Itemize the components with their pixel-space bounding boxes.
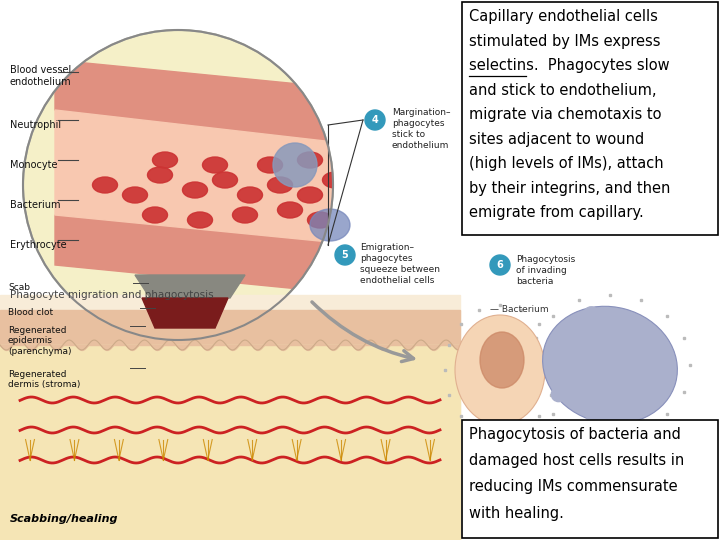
Text: Erythrocyte: Erythrocyte xyxy=(10,240,67,250)
Text: stimulated by IMs express: stimulated by IMs express xyxy=(469,33,660,49)
Circle shape xyxy=(562,328,577,343)
Circle shape xyxy=(490,255,510,275)
Ellipse shape xyxy=(153,152,178,168)
Bar xyxy=(0,310,460,345)
Ellipse shape xyxy=(148,167,173,183)
Ellipse shape xyxy=(277,202,302,218)
Ellipse shape xyxy=(122,187,148,203)
Circle shape xyxy=(618,397,634,413)
Text: migrate via chemotaxis to: migrate via chemotaxis to xyxy=(469,107,662,122)
Circle shape xyxy=(551,386,567,402)
Bar xyxy=(0,295,460,540)
Ellipse shape xyxy=(258,157,282,173)
Text: selectins.  Phagocytes slow: selectins. Phagocytes slow xyxy=(469,58,670,73)
Circle shape xyxy=(621,317,636,333)
Polygon shape xyxy=(55,60,360,145)
Text: (high levels of IMs), attach: (high levels of IMs), attach xyxy=(469,156,664,171)
Text: Emigration–
phagocytes
squeeze between
endothelial cells: Emigration– phagocytes squeeze between e… xyxy=(360,243,440,285)
Text: Blood vessel
endothelium: Blood vessel endothelium xyxy=(10,65,71,86)
Ellipse shape xyxy=(323,172,348,188)
Text: Bacterium: Bacterium xyxy=(10,200,60,210)
Circle shape xyxy=(659,357,675,373)
Ellipse shape xyxy=(182,182,207,198)
Text: sites adjacent to wound: sites adjacent to wound xyxy=(469,132,644,147)
Ellipse shape xyxy=(297,187,323,203)
Ellipse shape xyxy=(187,212,212,228)
Text: Phagocytosis of bacteria and: Phagocytosis of bacteria and xyxy=(469,427,681,442)
Ellipse shape xyxy=(238,187,263,203)
Text: Neutrophil: Neutrophil xyxy=(464,425,516,435)
Circle shape xyxy=(642,330,658,346)
Text: and stick to endothelium,: and stick to endothelium, xyxy=(469,83,657,98)
Text: Scabbing/healing: Scabbing/healing xyxy=(10,514,119,524)
Bar xyxy=(0,345,460,540)
Ellipse shape xyxy=(92,177,117,193)
Ellipse shape xyxy=(543,306,678,424)
FancyBboxPatch shape xyxy=(462,2,718,235)
Circle shape xyxy=(586,408,602,424)
Circle shape xyxy=(365,110,385,130)
Polygon shape xyxy=(135,275,245,298)
Ellipse shape xyxy=(268,177,292,193)
Text: by their integrins, and then: by their integrins, and then xyxy=(469,181,670,195)
Circle shape xyxy=(545,357,562,373)
Text: 6: 6 xyxy=(497,260,503,270)
Text: 5: 5 xyxy=(341,250,348,260)
Polygon shape xyxy=(55,110,360,245)
Text: Macrophage: Macrophage xyxy=(570,425,630,435)
Polygon shape xyxy=(55,215,360,295)
Ellipse shape xyxy=(480,332,524,388)
Circle shape xyxy=(654,384,670,400)
Text: Monocyte: Monocyte xyxy=(10,160,58,170)
Text: Regenerated
dermis (stroma): Regenerated dermis (stroma) xyxy=(8,370,81,389)
Ellipse shape xyxy=(202,157,228,173)
Ellipse shape xyxy=(143,207,168,223)
Text: Margination–
phagocytes
stick to
endothelium: Margination– phagocytes stick to endothe… xyxy=(392,108,451,150)
Polygon shape xyxy=(142,298,228,328)
Text: Scab: Scab xyxy=(8,283,30,292)
Circle shape xyxy=(23,30,333,340)
Ellipse shape xyxy=(212,172,238,188)
Text: reducing IMs commensurate: reducing IMs commensurate xyxy=(469,480,678,495)
Text: 4: 4 xyxy=(372,115,379,125)
Ellipse shape xyxy=(455,315,545,425)
Text: damaged host cells results in: damaged host cells results in xyxy=(469,453,684,468)
Text: Phagocytosis
of invading
bacteria: Phagocytosis of invading bacteria xyxy=(516,255,575,286)
Text: with healing.: with healing. xyxy=(469,505,564,521)
Text: Phagocyte migration and phagocytosis: Phagocyte migration and phagocytosis xyxy=(10,290,214,300)
Circle shape xyxy=(335,245,355,265)
Ellipse shape xyxy=(233,207,258,223)
FancyBboxPatch shape xyxy=(462,420,718,538)
Text: Capillary endothelial cells: Capillary endothelial cells xyxy=(469,9,658,24)
Text: Neutrophil: Neutrophil xyxy=(10,120,61,130)
Ellipse shape xyxy=(297,152,323,168)
Text: emigrate from capillary.: emigrate from capillary. xyxy=(469,205,644,220)
Text: Regenerated
epidermis
(parenchyma): Regenerated epidermis (parenchyma) xyxy=(8,326,71,356)
Ellipse shape xyxy=(273,143,317,187)
Circle shape xyxy=(583,306,599,322)
Ellipse shape xyxy=(307,212,333,228)
Ellipse shape xyxy=(310,209,350,241)
Text: Blood clot: Blood clot xyxy=(8,308,53,317)
Text: — Bacterium: — Bacterium xyxy=(490,306,549,314)
